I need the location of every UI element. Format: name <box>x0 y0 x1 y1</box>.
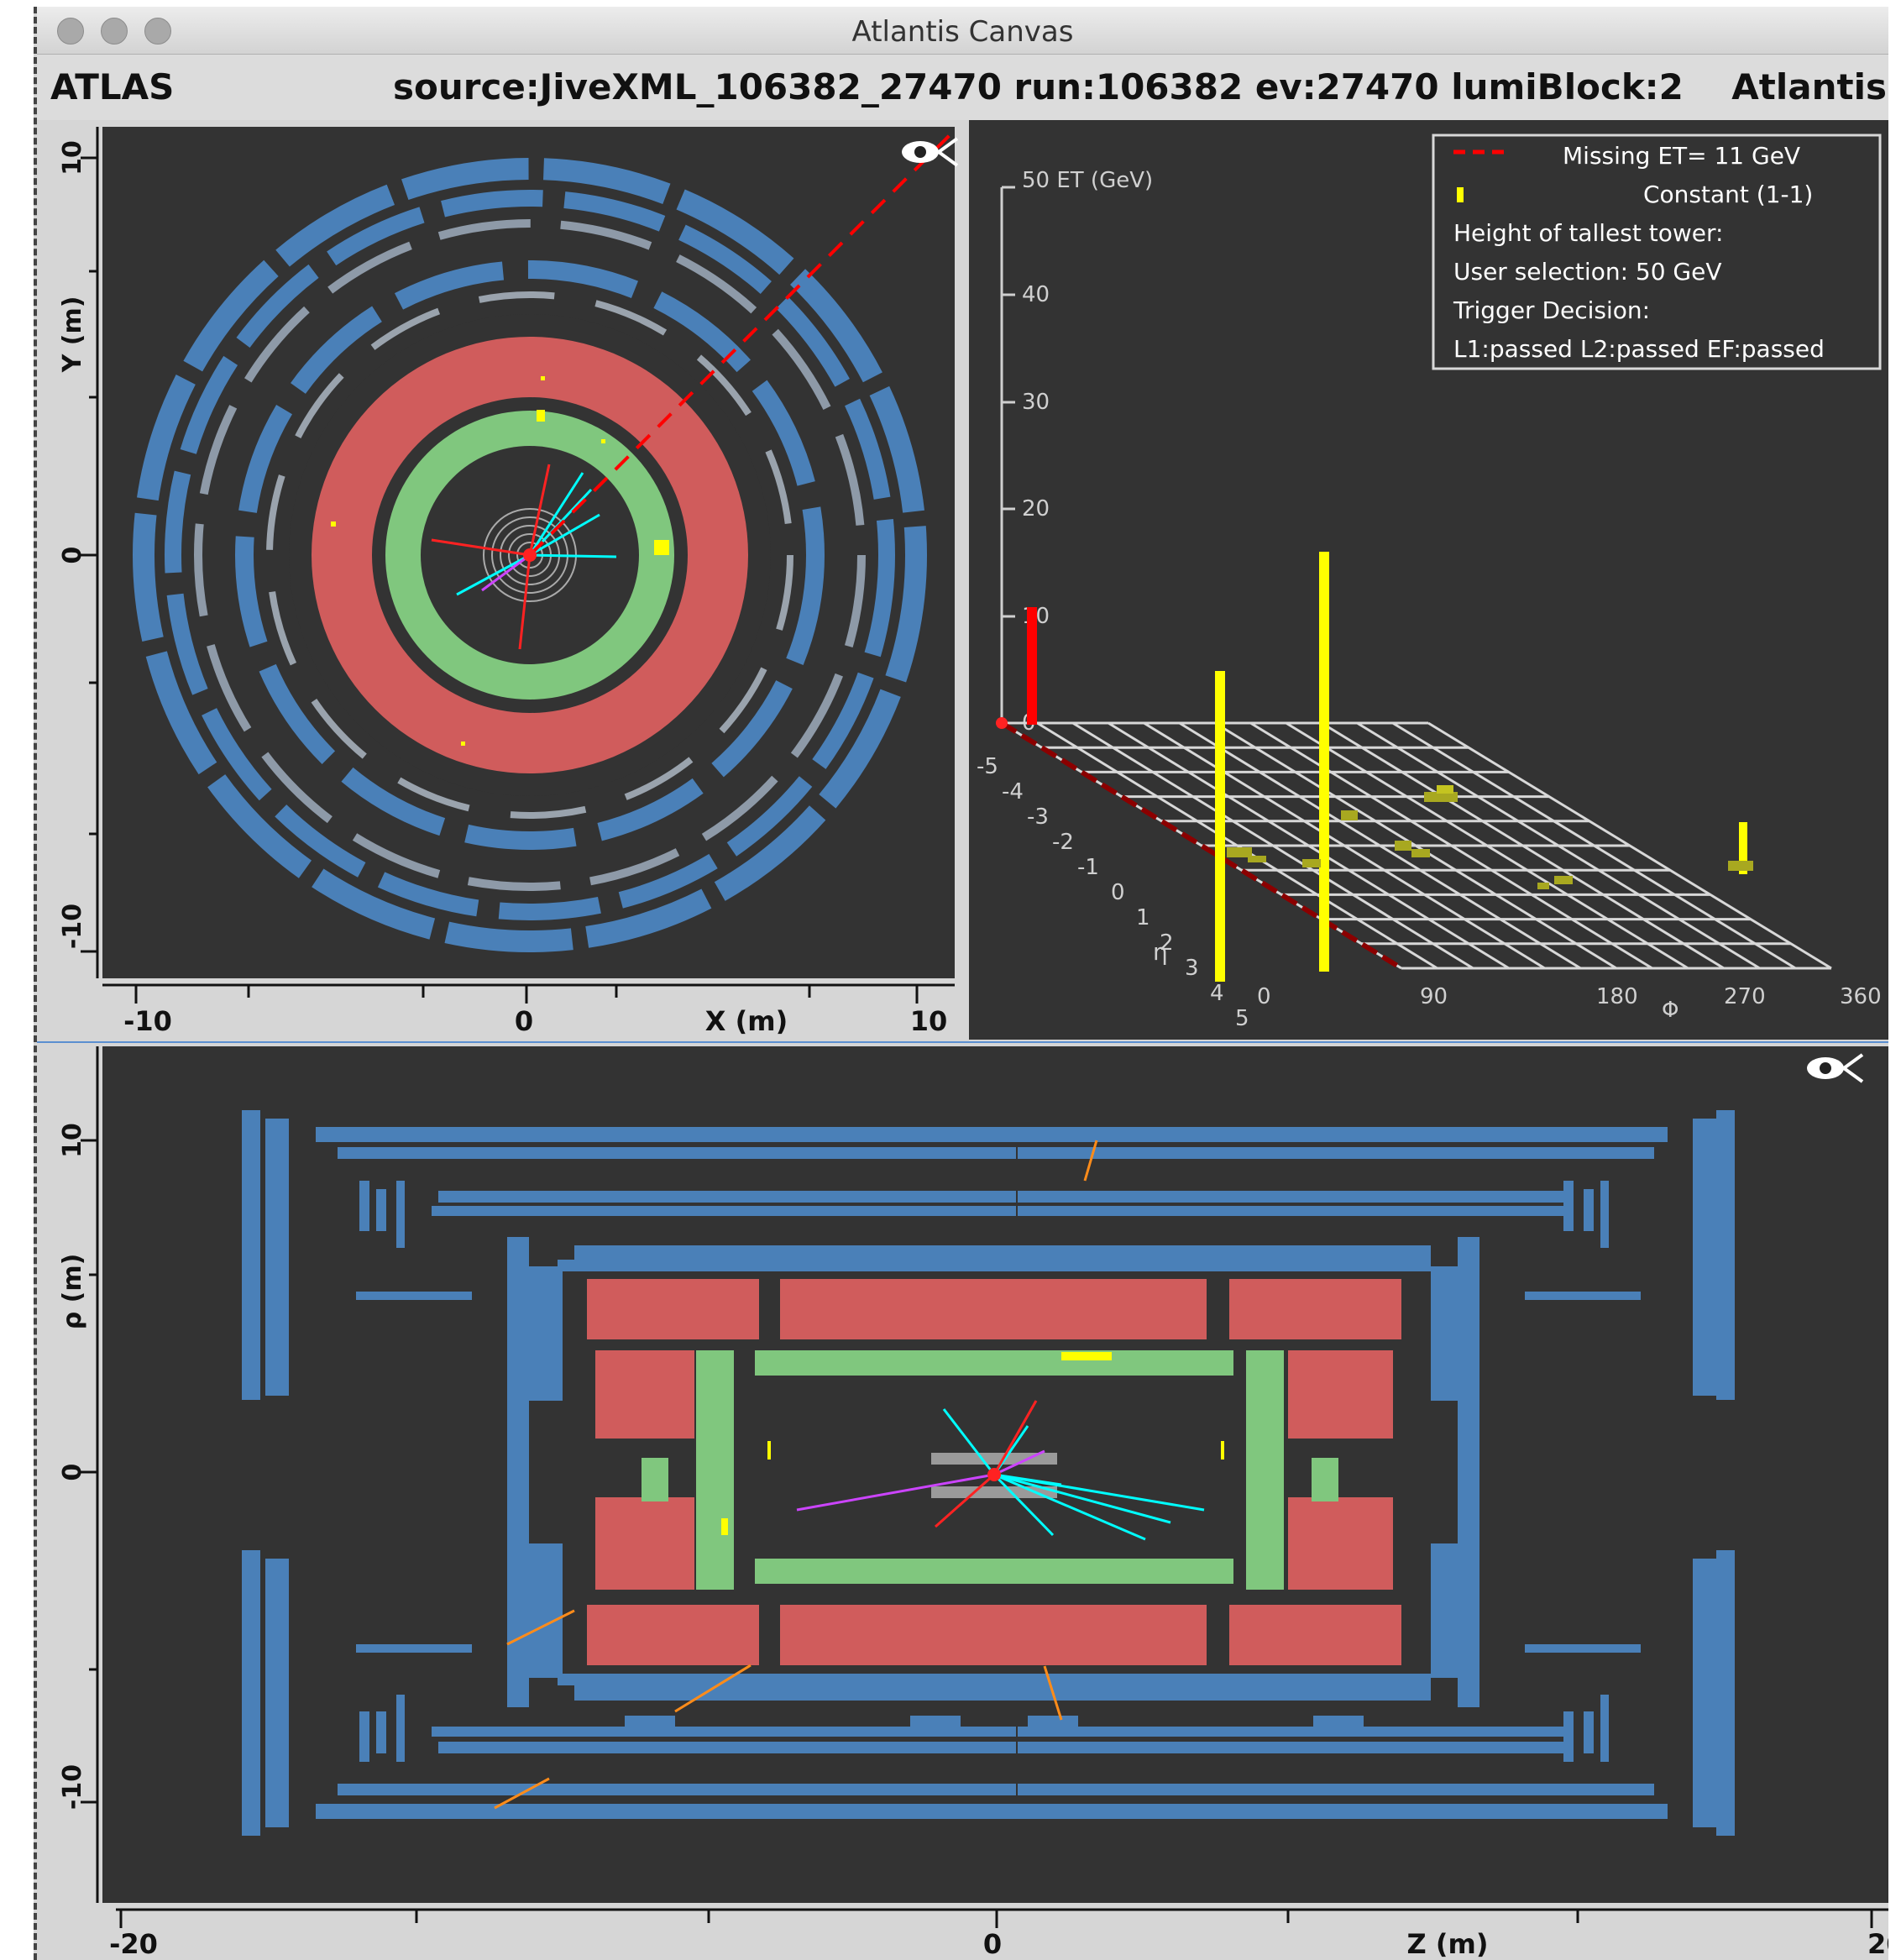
rz-detector <box>242 1110 1735 1836</box>
lego-et-axis-label: 50 ET (GeV) <box>1022 168 1153 193</box>
eta-tick: 5 <box>1235 1006 1249 1031</box>
window-title: Atlantis Canvas <box>851 15 1074 49</box>
rz-y-axis-label: ρ (m) <box>58 1254 87 1330</box>
phi-tick-90: 90 <box>1420 984 1448 1009</box>
rz-eye-icon[interactable] <box>1807 1053 1864 1083</box>
lego-missing-et-line <box>1000 721 1403 971</box>
rz-x-tick-0: 0 <box>983 1928 1002 1960</box>
lego-grid <box>1001 721 1832 970</box>
xy-y-tick-0: 0 <box>58 547 87 564</box>
grid-line <box>1356 721 1761 970</box>
experiment-label: ATLAS <box>50 66 175 107</box>
grid-line <box>1143 721 1546 970</box>
grid-line <box>1391 721 1797 970</box>
lego-view-panel[interactable]: 50 ET (GeV) 40 30 20 10 0 -5 -4 -3 -2 -1… <box>966 120 1888 1040</box>
eta-tick: -1 <box>1077 855 1099 880</box>
phi-tick-0: 0 <box>1257 984 1271 1009</box>
eta-tick: -3 <box>1027 804 1049 830</box>
legend-constant: Constant (1-1) <box>1643 181 1813 208</box>
xy-y-tick-minus10: -10 <box>58 904 87 949</box>
rz-view-panel[interactable]: 10 ρ (m) 0 -10 -20 0 Z (m) 20 <box>37 1040 1888 1960</box>
program-label: Atlantis <box>1731 66 1887 107</box>
grid-line <box>1285 721 1689 970</box>
xy-x-tick-10: 10 <box>910 1005 948 1037</box>
legend-tallest: Height of tallest tower: <box>1453 219 1723 247</box>
eta-tick: -2 <box>1052 830 1074 855</box>
rz-calo-hits <box>721 1352 1224 1535</box>
eta-tick: 2 <box>1160 930 1174 956</box>
legend-trigger-result: L1:passed L2:passed EF:passed <box>1453 335 1825 363</box>
phi-tick-180: 180 <box>1596 984 1638 1009</box>
legend-user-selection: User selection: 50 GeV <box>1453 258 1722 286</box>
eta-tick: 4 <box>1210 981 1224 1006</box>
phi-tick-360: 360 <box>1840 984 1882 1009</box>
rz-x-tick-20: 20 <box>1867 1928 1888 1960</box>
yellow-tower-2 <box>1319 552 1329 972</box>
grid-line <box>1108 721 1510 970</box>
lego-eta-axis-label: η <box>1153 938 1168 966</box>
atlantis-window: Atlantis Canvas ATLAS source:JiveXML_106… <box>34 7 1888 1960</box>
grid-line <box>1214 721 1617 970</box>
xy-eye-icon[interactable] <box>902 137 959 167</box>
eta-tick: -4 <box>1002 779 1024 804</box>
eta-tick: 1 <box>1136 905 1150 930</box>
xy-missing-et-line <box>528 131 954 557</box>
lego-legend: Missing ET= 11 GeV Constant (1-1) Height… <box>1432 134 1882 370</box>
lego-et-tick-30: 30 <box>1022 390 1050 415</box>
rz-x-tick-minus20: -20 <box>109 1928 158 1960</box>
close-window-button[interactable] <box>57 18 84 45</box>
lego-towers <box>1027 552 1753 982</box>
lego-eta-ticks: -5 -4 -3 -2 -1 0 1 2 3 4 5 <box>977 754 1249 1031</box>
yellow-tower-3 <box>1739 822 1747 874</box>
phi-axis-label: Φ <box>1662 998 1678 1023</box>
missing-et-tower <box>1027 607 1037 725</box>
event-source-label: source:JiveXML_106382_27470 run:106382 e… <box>393 66 1684 107</box>
legend-trigger: Trigger Decision: <box>1453 296 1650 324</box>
lego-et-tick-20: 20 <box>1022 496 1050 521</box>
eta-tick: -5 <box>977 754 998 779</box>
rz-y-tick-0: 0 <box>58 1464 87 1481</box>
eta-tick: 0 <box>1111 880 1125 905</box>
xy-x-tick-minus10: -10 <box>123 1005 172 1037</box>
minimize-window-button[interactable] <box>101 18 128 45</box>
xy-x-tick-0: 0 <box>515 1005 533 1037</box>
yellow-tower-1 <box>1215 671 1225 982</box>
phi-tick-270: 270 <box>1724 984 1766 1009</box>
rz-calorimeters <box>587 1279 1401 1665</box>
grid-line <box>1178 721 1582 970</box>
rz-x-axis-label: Z (m) <box>1407 1928 1489 1960</box>
xy-view-panel[interactable]: 10 0 -10 Y (m) -10 0 X (m) 10 <box>37 120 966 1040</box>
xy-calo-hits <box>331 376 669 746</box>
grid-line <box>1427 721 1832 970</box>
xy-x-axis-label: X (m) <box>705 1005 788 1037</box>
rz-tracks <box>494 1140 1205 1810</box>
grid-line <box>1249 721 1653 970</box>
event-info-bar: ATLAS source:JiveXML_106382_27470 run:10… <box>37 55 1888 120</box>
eta-tick: 3 <box>1185 956 1199 981</box>
title-bar: Atlantis Canvas <box>37 7 1888 55</box>
xy-y-tick-10: 10 <box>58 140 87 176</box>
lego-et-tick-40: 40 <box>1022 282 1050 307</box>
grid-line <box>1321 721 1725 970</box>
rz-y-tick-minus10: -10 <box>58 1764 87 1810</box>
rz-y-tick-10: 10 <box>58 1123 87 1158</box>
legend-missing-et: Missing ET= 11 GeV <box>1563 142 1800 170</box>
grid-line <box>1071 721 1474 970</box>
grid-line <box>1036 721 1438 970</box>
xy-y-axis-label: Y (m) <box>58 296 87 374</box>
zoom-window-button[interactable] <box>144 18 171 45</box>
